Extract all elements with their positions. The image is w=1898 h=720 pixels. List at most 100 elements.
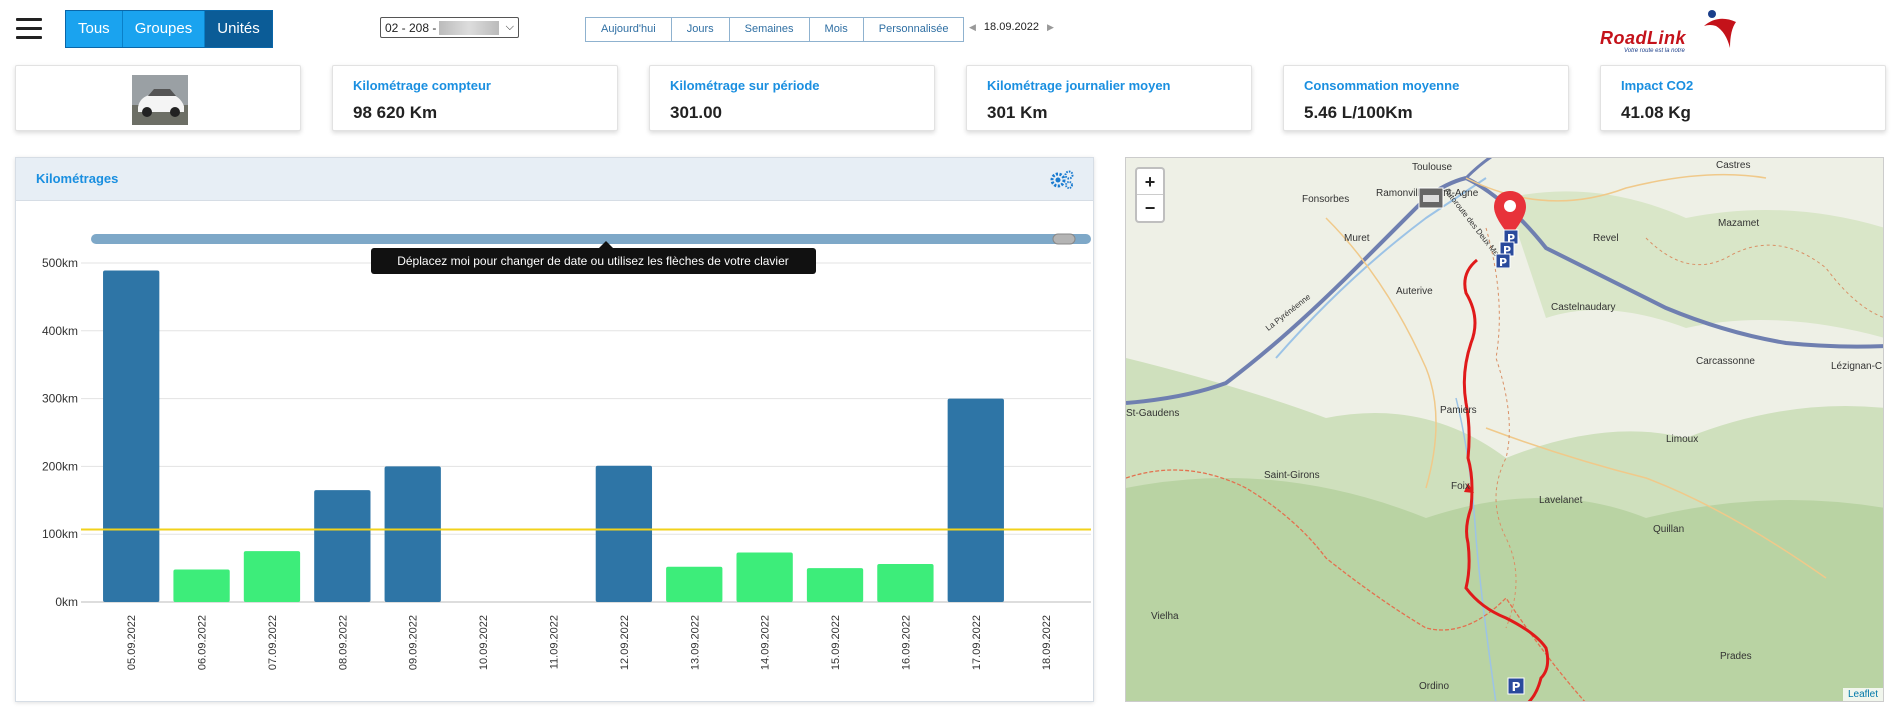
period-tabs: Aujourd'hui Jours Semaines Mois Personna…: [585, 17, 965, 42]
bar[interactable]: [736, 552, 793, 602]
place-label: Carcassonne: [1696, 356, 1755, 367]
bar[interactable]: [384, 466, 441, 602]
x-tick-label: 06.09.2022: [197, 615, 209, 670]
place-label: St-Gaudens: [1126, 408, 1180, 419]
bar[interactable]: [314, 490, 371, 602]
scope-unites-button[interactable]: Unités: [205, 11, 272, 47]
scope-tous-button[interactable]: Tous: [66, 11, 123, 47]
x-tick-label: 12.09.2022: [619, 615, 631, 670]
x-tick-label: 14.09.2022: [760, 615, 772, 670]
y-tick-label: 0km: [55, 595, 78, 609]
leaflet-attribution-link[interactable]: Leaflet: [1842, 688, 1883, 701]
place-label: Pamiers: [1440, 405, 1477, 416]
scope-groupes-button[interactable]: Groupes: [122, 11, 206, 47]
kpi-label: Impact CO2: [1621, 78, 1694, 93]
destination-marker-icon[interactable]: [1493, 191, 1527, 237]
period-today-button[interactable]: Aujourd'hui: [586, 18, 672, 41]
kpi-period-mileage-card: Kilométrage sur période 301.00: [649, 65, 935, 131]
place-label: Quillan: [1653, 524, 1685, 535]
bar[interactable]: [947, 398, 1004, 602]
place-label: Mazamet: [1718, 218, 1760, 229]
period-weeks-button[interactable]: Semaines: [730, 18, 810, 41]
y-tick-label: 400km: [42, 324, 78, 338]
bar[interactable]: [173, 569, 230, 602]
logo-swoosh-icon: [1704, 10, 1736, 48]
place-label: Castelnaudary: [1551, 302, 1616, 313]
place-label: Toulouse: [1412, 162, 1453, 173]
y-tick-label: 200km: [42, 459, 78, 473]
vehicle-select-value: 02 - 208 -: [385, 20, 437, 35]
zoom-out-button[interactable]: −: [1144, 198, 1156, 218]
previous-date-icon[interactable]: ◀: [969, 21, 976, 32]
vehicle-position-icon[interactable]: [1418, 187, 1444, 209]
logo-text: RoadLink: [1600, 28, 1687, 48]
place-label: Auterive: [1396, 286, 1433, 297]
y-tick-label: 300km: [42, 392, 78, 406]
kpi-label: Kilométrage compteur: [353, 78, 491, 93]
x-tick-label: 17.09.2022: [971, 615, 983, 670]
redacted-plate: [439, 20, 500, 35]
kpi-daily-average-card: Kilométrage journalier moyen 301 Km: [966, 65, 1252, 131]
route-map[interactable]: + − P P P P Toulouse Castres Fonsorbes R…: [1125, 157, 1884, 702]
x-tick-label: 05.09.2022: [126, 615, 138, 670]
settings-gears-icon[interactable]: [1049, 169, 1075, 189]
y-tick-label: 100km: [42, 527, 78, 541]
bar[interactable]: [877, 564, 934, 602]
parking-markers[interactable]: P P P: [1494, 224, 1524, 273]
x-tick-label: 13.09.2022: [689, 615, 701, 670]
place-label: Foix: [1451, 481, 1470, 492]
zoom-in-button[interactable]: +: [1137, 169, 1163, 195]
place-label: Revel: [1593, 233, 1619, 244]
vehicle-photo: [132, 75, 188, 125]
bar[interactable]: [243, 551, 301, 602]
period-days-button[interactable]: Jours: [672, 18, 730, 41]
x-tick-label: 16.09.2022: [900, 615, 912, 670]
kpi-label: Consommation moyenne: [1304, 78, 1460, 93]
kpi-label: Kilométrage sur période: [670, 78, 820, 93]
mileage-chart-panel: Kilométrages 0km 100km 200km 300km 400km 500k…: [15, 157, 1094, 702]
x-tick-label: 18.09.2022: [1041, 615, 1053, 670]
kpi-label: Kilométrage journalier moyen: [987, 78, 1171, 93]
kpi-value: 301.00: [670, 103, 722, 122]
place-label: Ordino: [1419, 681, 1450, 692]
top-bar: Tous Groupes Unités 02 - 208 - ⌵ Aujourd…: [0, 0, 1898, 60]
kpi-odometer-card: Kilométrage compteur 98 620 Km: [332, 65, 618, 131]
bar[interactable]: [806, 568, 864, 602]
tooltip-arrow: [599, 241, 613, 248]
bar[interactable]: [666, 566, 723, 602]
next-date-icon[interactable]: ▶: [1046, 21, 1054, 32]
bar[interactable]: [103, 270, 160, 602]
kpi-consumption-card: Consommation moyenne 5.46 L/100Km: [1283, 65, 1569, 131]
scope-toggle: Tous Groupes Unités: [65, 10, 273, 48]
start-parking-icon[interactable]: P: [1507, 677, 1525, 695]
x-tick-label: 11.09.2022: [548, 615, 560, 669]
date-navigator: ◀ 18.09.2022 ▶: [969, 21, 1054, 33]
x-tick-label: 09.09.2022: [408, 615, 420, 670]
place-label: Castres: [1716, 160, 1751, 171]
kpi-co2-card: Impact CO2 41.08 Kg: [1600, 65, 1886, 131]
period-custom-button[interactable]: Personnalisée: [878, 23, 949, 35]
place-label: Fonsorbes: [1302, 194, 1350, 205]
parking-icon: P P P: [1495, 229, 1519, 269]
place-label: Limoux: [1666, 434, 1699, 445]
vehicle-select[interactable]: 02 - 208 - ⌵: [380, 17, 519, 38]
bar[interactable]: [595, 465, 653, 602]
period-months-button[interactable]: Mois: [810, 18, 864, 41]
map-zoom-control: + −: [1135, 167, 1165, 223]
place-label: Muret: [1344, 233, 1370, 244]
vehicle-photo-card: [15, 65, 301, 131]
svg-text:P: P: [1507, 232, 1515, 245]
place-label: Lavelanet: [1539, 495, 1583, 506]
current-date: 18.09.2022: [983, 21, 1039, 33]
logo-tagline: Votre route est la notre: [1624, 48, 1685, 54]
date-slider-track[interactable]: [91, 234, 1091, 244]
menu-icon[interactable]: [16, 18, 42, 40]
chevron-down-icon: ⌵: [505, 21, 514, 33]
x-tick-label: 15.09.2022: [830, 615, 842, 670]
svg-text:P: P: [1499, 256, 1507, 268]
roadlink-logo: RoadLink Votre route est la notre: [1600, 8, 1740, 56]
x-tick-label: 10.09.2022: [478, 615, 490, 670]
svg-text:P: P: [1512, 680, 1521, 694]
place-label: Prades: [1720, 651, 1752, 662]
date-slider-handle[interactable]: [1052, 233, 1076, 245]
